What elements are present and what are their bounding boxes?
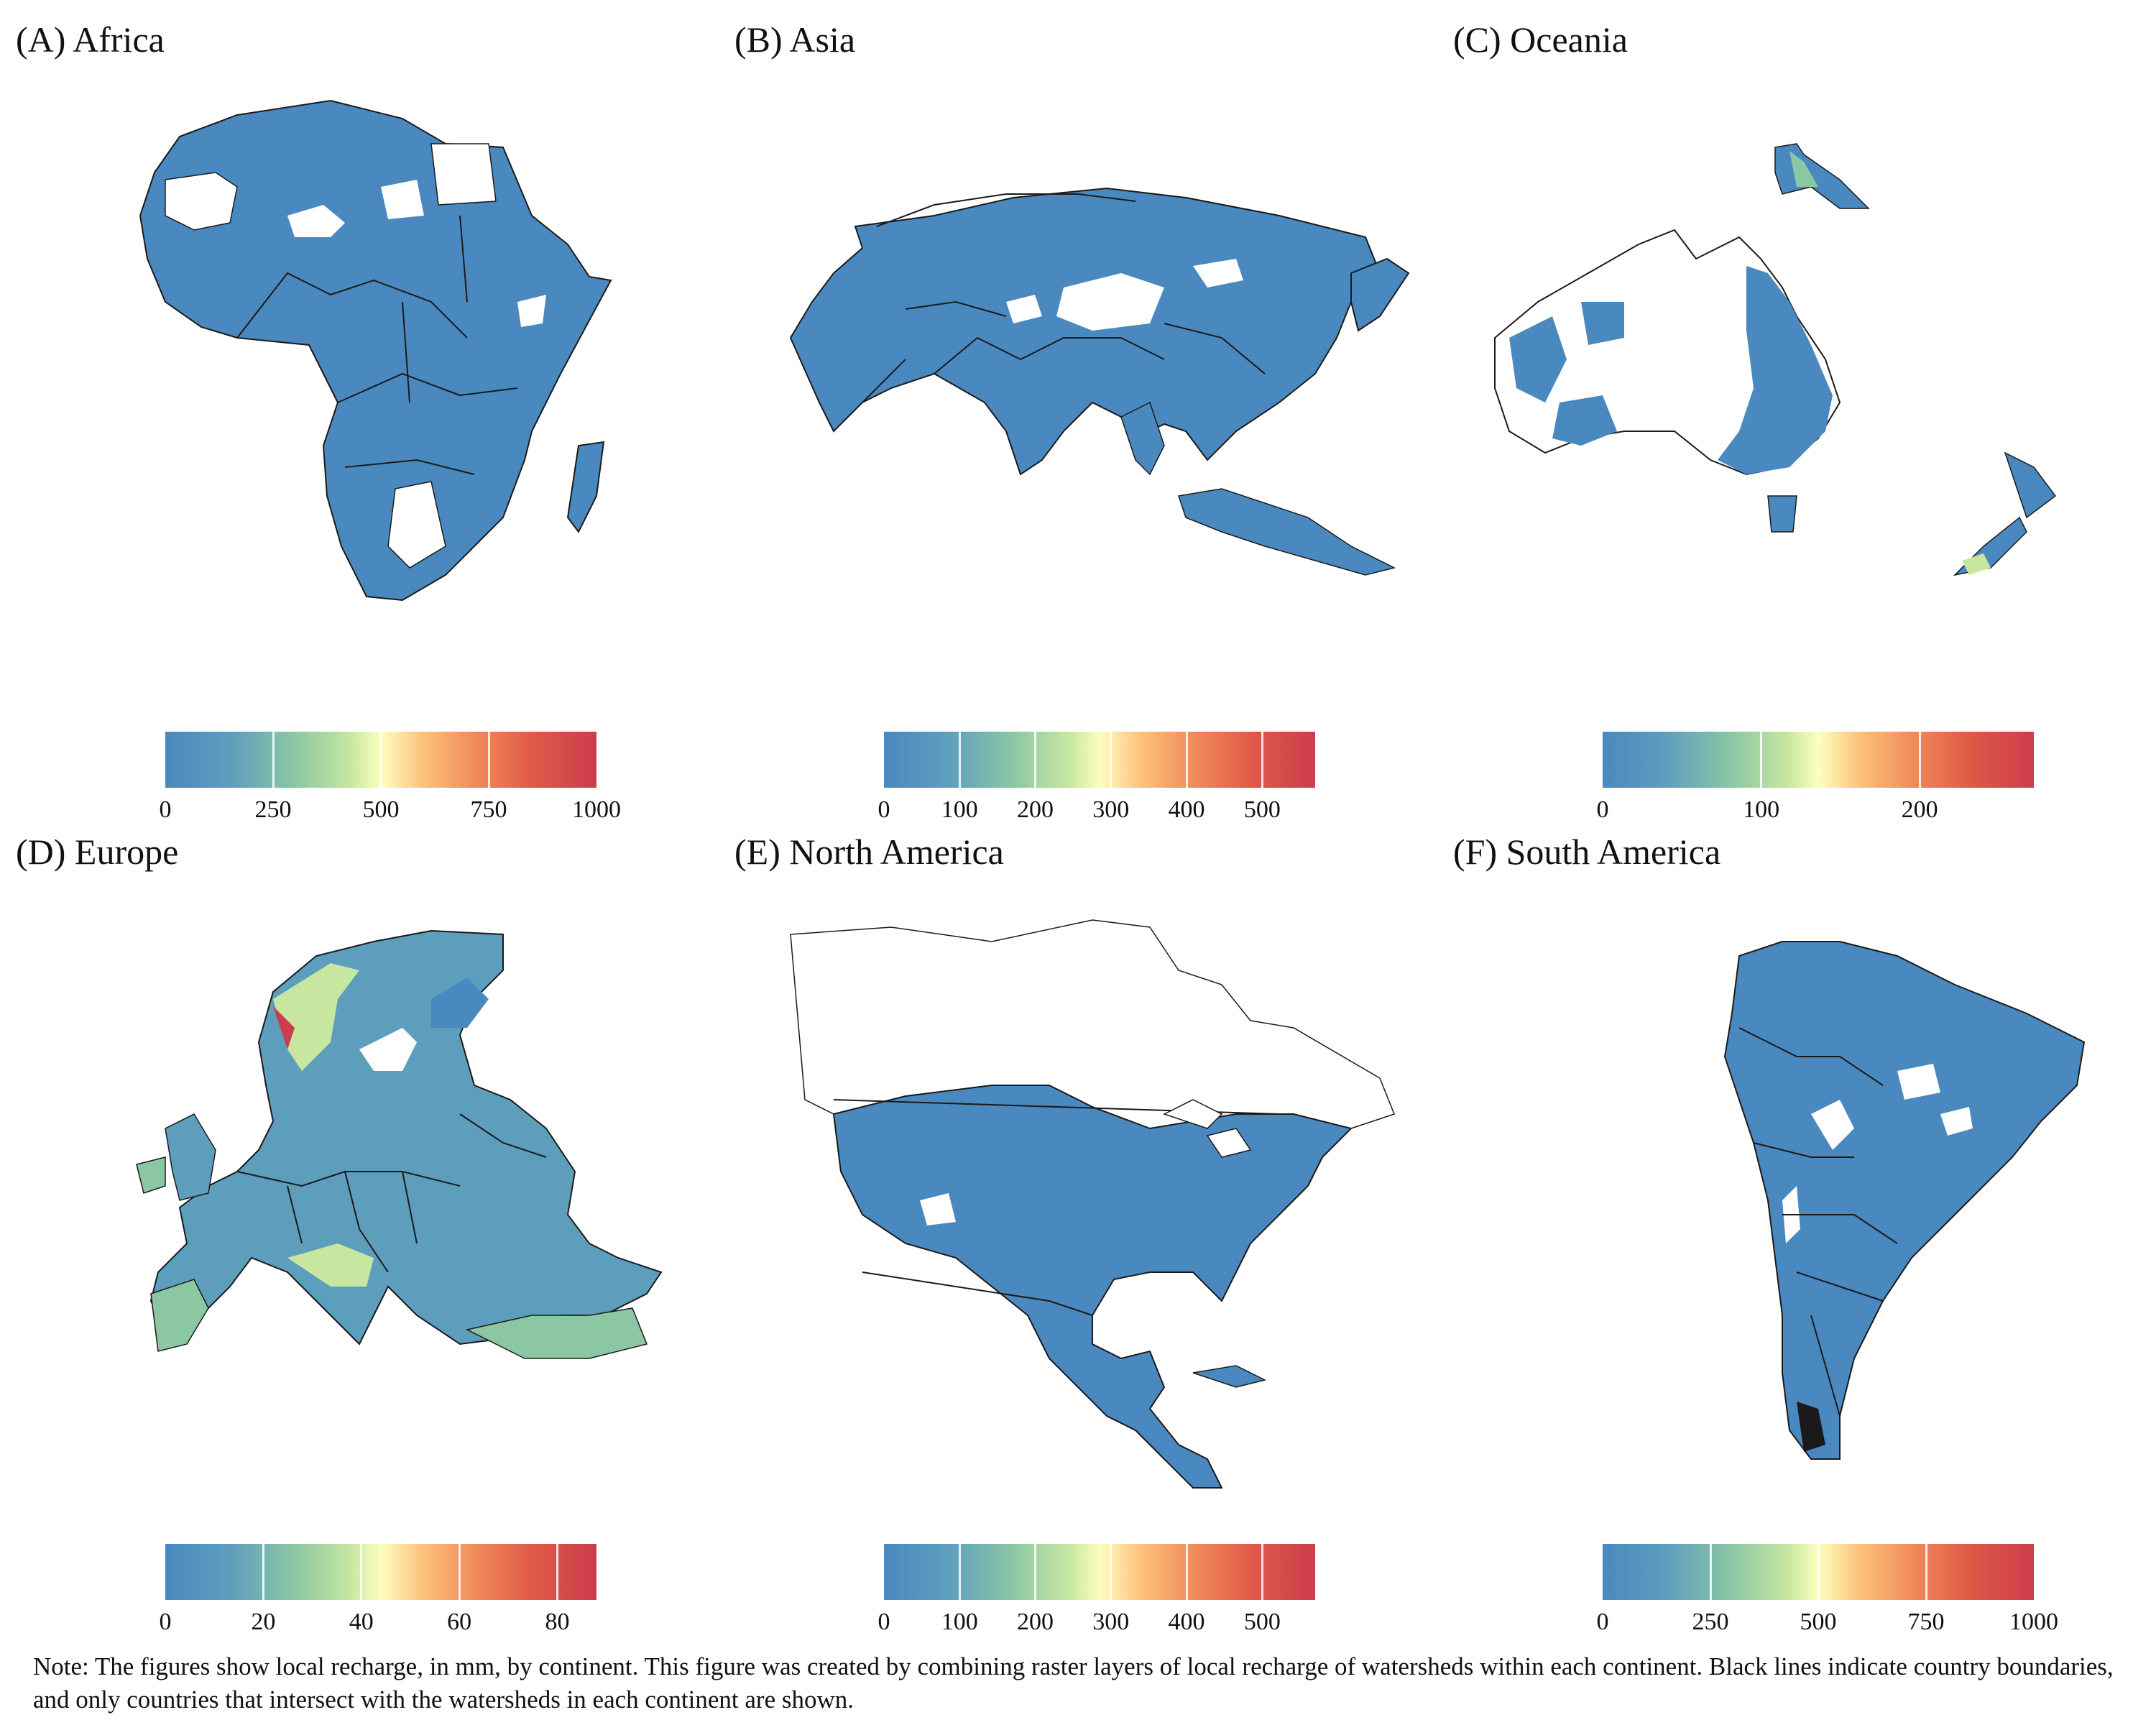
colorbar-tick-label: 400 [1168, 1609, 1205, 1635]
colorbar-tick-label: 750 [1907, 1609, 1945, 1635]
colorbar-tick [360, 1544, 363, 1600]
colorbar-tick-label: 0 [159, 796, 172, 823]
colorbar-tick-label: 300 [1092, 796, 1130, 823]
panel-africa: (A) Africa 0 250 500 750 1000 [0, 0, 719, 823]
colorbar-europe: 0 20 40 60 80 [160, 1544, 596, 1635]
colorbar-tick-label: 200 [1017, 1609, 1054, 1635]
colorbar-tick-label: 500 [1243, 1609, 1281, 1635]
colorbar-tick-label: 100 [941, 796, 978, 823]
colorbar-tick [1261, 1544, 1263, 1600]
panel-europe: (D) Europe 0 20 40 60 80 [0, 812, 719, 1635]
colorbar-tick [1918, 732, 1921, 788]
panel-title-north-america: (E) North America [734, 832, 1004, 872]
map-europe [136, 929, 663, 1359]
panel-north-america: (E) North America 0 100 200 300 400 500 [719, 812, 1437, 1635]
colorbar-tick [958, 1544, 961, 1600]
colorbar-tick [556, 1544, 558, 1600]
panel-south-america: (F) South America 0 250 500 750 1000 [1437, 812, 2156, 1635]
colorbar-tick-label: 20 [251, 1609, 276, 1635]
figure-note: Note: The figures show local recharge, i… [33, 1652, 2114, 1714]
colorbar-tick-label: 1000 [2009, 1609, 2058, 1635]
colorbar-tick [272, 732, 275, 788]
panel-title-africa: (A) Africa [16, 19, 165, 60]
colorbar-tick-label: 750 [470, 796, 507, 823]
colorbar-tick-label: 60 [447, 1609, 472, 1635]
colorbar-tick-label: 500 [1243, 796, 1281, 823]
colorbar-north-america: 0 100 200 300 400 500 [878, 1544, 1315, 1635]
colorbar-tick-label: 200 [1017, 796, 1054, 823]
colorbar-tick-label: 80 [545, 1609, 570, 1635]
colorbar-tick [379, 732, 382, 788]
colorbar-tick-label: 100 [1743, 796, 1780, 823]
colorbar-tick-label: 1000 [572, 796, 621, 823]
colorbar-tick [262, 1544, 264, 1600]
colorbar-south-america: 0 250 500 750 1000 [1597, 1544, 2058, 1635]
colorbar-tick [1817, 1544, 1820, 1600]
colorbar-tick-label: 250 [254, 796, 292, 823]
colorbar-tick-label: 250 [1692, 1609, 1729, 1635]
colorbar-oceania: 0 100 200 [1597, 732, 2034, 823]
colorbar-tick-label: 40 [349, 1609, 374, 1635]
colorbar-tick-label: 0 [159, 1609, 172, 1635]
map-south-america [1723, 941, 2086, 1460]
colorbar-tick [1034, 732, 1037, 788]
colorbar-tick [1760, 732, 1763, 788]
colorbar-tick [1034, 1544, 1037, 1600]
map-north-america [790, 919, 1395, 1489]
colorbar-tick [458, 1544, 461, 1600]
panel-title-asia: (B) Asia [734, 19, 856, 60]
colorbar-tick-label: 400 [1168, 796, 1205, 823]
colorbar-tick [1709, 1544, 1712, 1600]
map-africa [139, 99, 612, 602]
colorbar-asia: 0 100 200 300 400 500 [878, 732, 1315, 823]
panel-title-oceania: (C) Oceania [1453, 19, 1628, 60]
colorbar-tick [1185, 732, 1188, 788]
colorbar-tick-label: 500 [362, 796, 400, 823]
colorbar-tick-label: 200 [1901, 796, 1938, 823]
colorbar-tick [1925, 1544, 1927, 1600]
colorbar-africa: 0 250 500 750 1000 [160, 732, 621, 823]
colorbar-tick-label: 0 [1596, 1609, 1609, 1635]
colorbar-tick [958, 732, 961, 788]
colorbar-tick [1185, 1544, 1188, 1600]
panel-title-south-america: (F) South America [1453, 832, 1721, 872]
colorbar-tick-label: 0 [877, 796, 890, 823]
colorbar-tick-label: 0 [1596, 796, 1609, 823]
colorbar-tick [1110, 1544, 1112, 1600]
panel-oceania: (C) Oceania 0 100 200 [1437, 0, 2156, 823]
map-asia [789, 187, 1410, 576]
colorbar-tick-label: 500 [1800, 1609, 1837, 1635]
colorbar-tick-label: 100 [941, 1609, 978, 1635]
colorbar-tick [1110, 732, 1112, 788]
panel-asia: (B) Asia 0 100 200 300 400 500 [719, 0, 1437, 823]
colorbar-tick [1261, 732, 1263, 788]
panel-title-europe: (D) Europe [16, 832, 179, 872]
colorbar-tick-label: 0 [877, 1609, 890, 1635]
map-oceania [1494, 143, 2057, 576]
colorbar-tick [487, 732, 490, 788]
colorbar-tick-label: 300 [1092, 1609, 1130, 1635]
